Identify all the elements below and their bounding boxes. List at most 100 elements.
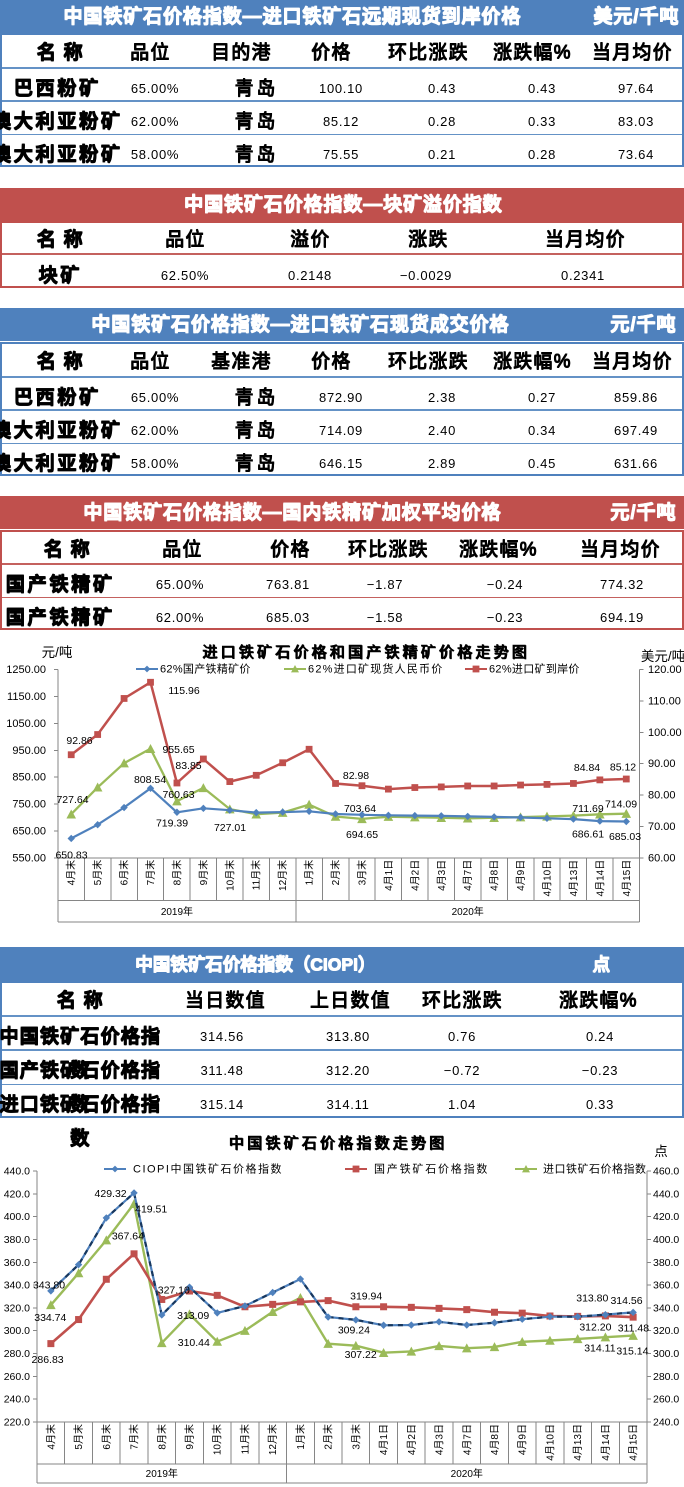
svg-text:260.0: 260.0 [4,1371,30,1383]
svg-text:10月末: 10月末 [223,860,236,891]
svg-text:国产铁矿石价格指数: 国产铁矿石价格指数 [374,1162,489,1176]
svg-text:4月8日: 4月8日 [489,860,501,891]
svg-text:4月2日: 4月2日 [406,1424,418,1455]
svg-text:360.0: 360.0 [4,1257,30,1269]
svg-text:808.54: 808.54 [134,774,166,786]
svg-text:4月9日: 4月9日 [515,860,527,891]
svg-text:4月2日: 4月2日 [409,860,421,891]
svg-text:点: 点 [654,1144,668,1159]
svg-text:260.0: 260.0 [653,1394,679,1406]
svg-text:8月末: 8月末 [170,860,183,886]
svg-text:340.0: 340.0 [653,1302,679,1314]
svg-text:85.12: 85.12 [610,762,636,774]
svg-text:2020年: 2020年 [452,905,484,918]
svg-text:419.51: 419.51 [135,1203,167,1215]
svg-text:686.61: 686.61 [572,829,604,841]
svg-text:319.94: 319.94 [350,1291,382,1303]
svg-text:11月末: 11月末 [238,1424,251,1454]
svg-text:4月14日: 4月14日 [594,860,606,897]
svg-text:380.0: 380.0 [4,1234,30,1246]
svg-text:727.64: 727.64 [56,794,88,806]
svg-text:440.0: 440.0 [4,1166,30,1178]
svg-text:4月9日: 4月9日 [517,1424,529,1455]
svg-text:343.80: 343.80 [33,1279,65,1291]
svg-text:2月末: 2月末 [322,1424,335,1450]
svg-text:1月末: 1月末 [303,860,316,886]
svg-text:4月15日: 4月15日 [628,1424,640,1461]
svg-text:380.0: 380.0 [653,1257,679,1269]
svg-text:62%国产铁精矿价: 62%国产铁精矿价 [160,662,251,676]
svg-text:950.00: 950.00 [12,745,46,757]
svg-text:312.20: 312.20 [579,1322,611,1334]
svg-text:286.83: 286.83 [32,1354,64,1366]
svg-text:7月末: 7月末 [144,860,157,886]
svg-text:美元/吨: 美元/吨 [641,649,684,664]
svg-text:83.85: 83.85 [175,760,201,772]
svg-text:4月1日: 4月1日 [383,860,395,891]
svg-text:2月末: 2月末 [329,860,342,886]
svg-text:60.00: 60.00 [648,852,676,864]
svg-text:4月15日: 4月15日 [621,860,633,897]
svg-text:100.00: 100.00 [648,727,682,739]
svg-text:727.01: 727.01 [214,822,246,834]
svg-text:4月末: 4月末 [44,1424,57,1450]
svg-text:6月末: 6月末 [118,860,131,886]
svg-text:300.0: 300.0 [4,1325,30,1337]
svg-text:12月末: 12月末 [266,1424,279,1455]
svg-text:311.48: 311.48 [618,1322,649,1334]
svg-text:4月14日: 4月14日 [600,1424,612,1461]
svg-text:进口铁矿石价格和国产铁精矿价格走势图: 进口铁矿石价格和国产铁精矿价格走势图 [202,643,530,661]
svg-text:313.09: 313.09 [177,1310,209,1322]
svg-text:12月末: 12月末 [276,860,289,891]
svg-text:62%进口矿到岸价: 62%进口矿到岸价 [489,663,580,676]
svg-text:240.0: 240.0 [4,1394,30,1406]
svg-text:320.0: 320.0 [653,1325,679,1337]
svg-text:280.0: 280.0 [4,1348,30,1360]
svg-text:5月末: 5月末 [91,860,104,886]
svg-text:280.0: 280.0 [653,1371,679,1383]
svg-text:711.69: 711.69 [572,803,603,815]
svg-text:115.96: 115.96 [168,685,199,697]
svg-text:694.65: 694.65 [346,829,378,841]
svg-text:719.39: 719.39 [156,818,188,830]
svg-text:4月3日: 4月3日 [434,1424,446,1455]
svg-text:4月13日: 4月13日 [568,860,580,897]
svg-text:4月10日: 4月10日 [544,1424,556,1461]
svg-text:320.0: 320.0 [4,1302,30,1314]
svg-text:429.32: 429.32 [95,1188,127,1200]
svg-text:309.24: 309.24 [338,1325,370,1337]
svg-text:70.00: 70.00 [648,821,676,833]
svg-text:120.00: 120.00 [648,664,682,676]
svg-text:元/吨: 元/吨 [42,645,73,660]
svg-text:400.0: 400.0 [4,1211,30,1223]
svg-text:327.10: 327.10 [158,1284,190,1296]
svg-text:703.64: 703.64 [344,803,376,815]
svg-text:440.0: 440.0 [653,1188,679,1200]
svg-text:9月末: 9月末 [183,1424,196,1450]
svg-text:340.0: 340.0 [4,1280,30,1292]
svg-text:4月1日: 4月1日 [378,1424,390,1455]
svg-text:62%进口矿现货人民币价: 62%进口矿现货人民币价 [308,662,443,676]
svg-text:420.0: 420.0 [4,1188,30,1200]
svg-text:中国铁矿石价格指数走势图: 中国铁矿石价格指数走势图 [229,1135,447,1153]
svg-text:420.0: 420.0 [653,1211,679,1223]
svg-text:84.84: 84.84 [574,762,600,774]
svg-text:315.14: 315.14 [616,1346,648,1358]
svg-text:1250.00: 1250.00 [6,664,46,676]
svg-text:9月末: 9月末 [197,860,210,886]
svg-text:650.83: 650.83 [55,850,87,862]
svg-text:4月3日: 4月3日 [436,860,448,891]
svg-text:6月末: 6月末 [100,1424,113,1450]
svg-text:8月末: 8月末 [155,1424,168,1450]
svg-text:750.00: 750.00 [12,799,46,811]
svg-text:650.00: 650.00 [12,825,46,837]
svg-text:90.00: 90.00 [648,758,676,770]
svg-text:进口铁矿石价格指数: 进口铁矿石价格指数 [543,1162,647,1176]
svg-text:进口铁矿石价格和国产铁精矿价格走势图: 进口铁矿石价格和国产铁精矿价格走势图 [203,644,531,662]
svg-text:4月8日: 4月8日 [489,1424,501,1455]
svg-text:中国铁矿石价格指数走势图: 中国铁矿石价格指数走势图 [229,1134,447,1152]
svg-text:4月7日: 4月7日 [462,860,474,891]
svg-text:460.0: 460.0 [653,1166,679,1178]
svg-text:7月末: 7月末 [128,1424,141,1450]
svg-text:300.0: 300.0 [653,1348,679,1360]
